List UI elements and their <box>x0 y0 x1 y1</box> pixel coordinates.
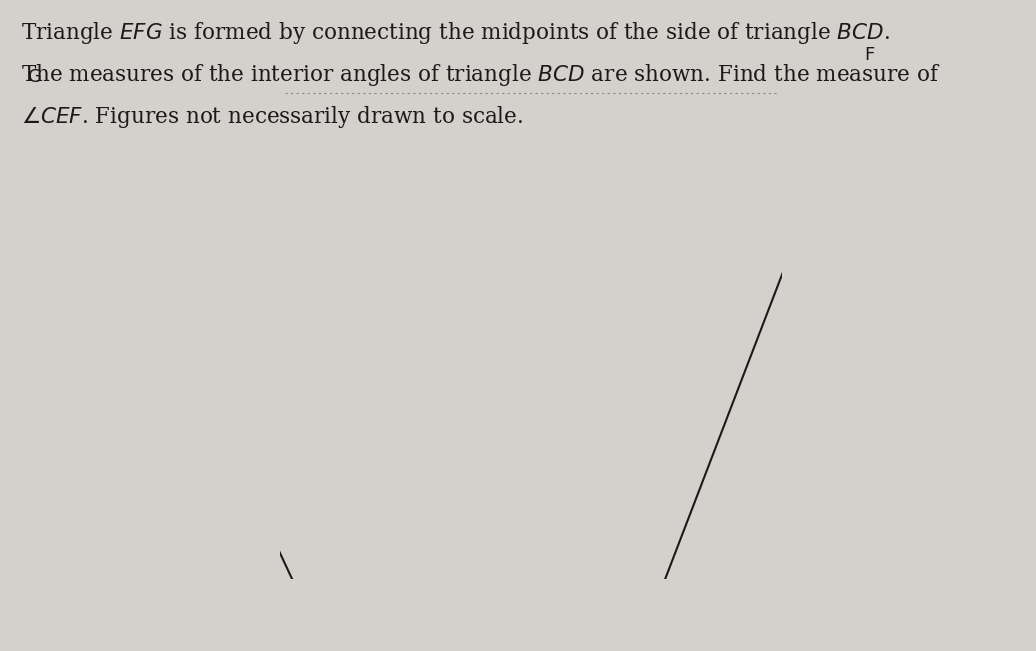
Text: Triangle $EFG$ is formed by connecting the midpoints of the side of triangle $BC: Triangle $EFG$ is formed by connecting t… <box>21 20 890 46</box>
Text: The measures of the interior angles of triangle $BCD$ are shown. Find the measur: The measures of the interior angles of t… <box>21 62 941 88</box>
Text: F: F <box>864 46 874 64</box>
Text: G: G <box>28 68 41 86</box>
Text: $\angle CEF$. Figures not necessarily drawn to scale.: $\angle CEF$. Figures not necessarily dr… <box>21 104 523 130</box>
